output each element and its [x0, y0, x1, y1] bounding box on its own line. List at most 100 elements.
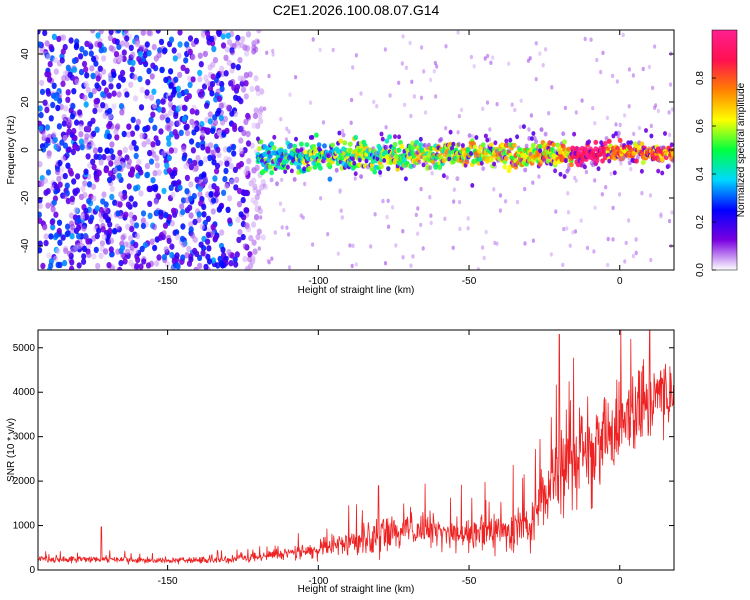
speckle-cell [591, 106, 595, 111]
noise-cell [190, 147, 196, 154]
carrier-halo-cell [669, 142, 674, 148]
speckle-cell [401, 255, 405, 260]
speckle-cell [580, 98, 584, 103]
noise-cell [124, 91, 130, 98]
carrier-cell [269, 170, 274, 176]
noise-cell [72, 66, 78, 73]
noise-cell [232, 166, 238, 173]
noise-cell [222, 115, 228, 123]
carrier-cell [606, 138, 612, 144]
noise-cell [171, 47, 177, 54]
noise-cell [101, 79, 107, 87]
noise-cell [169, 220, 175, 227]
noise-cell [147, 212, 153, 219]
colorbar: 0.0 0.2 0.4 0.6 0.8 Normalized spectral ampl… [695, 29, 747, 277]
noise-cell [211, 159, 217, 166]
noise-cell [236, 162, 242, 169]
noise-cell [117, 149, 123, 157]
noise-cell [181, 155, 187, 162]
noise-cell [55, 104, 61, 112]
noise-cell [79, 46, 85, 53]
noise-cell [93, 60, 99, 67]
speckle-cell [667, 110, 671, 115]
noise-cell [184, 123, 190, 130]
noise-cell [197, 262, 203, 270]
speckle-cell [670, 107, 674, 112]
noise-cell [136, 158, 142, 166]
noise-cell [216, 95, 223, 103]
noise-cell [233, 184, 239, 191]
carrier-halo-cell [629, 140, 633, 146]
noise-cell [62, 142, 68, 149]
noise-cell [65, 162, 71, 169]
speckle-cell [611, 205, 615, 211]
carrier-cell [566, 146, 572, 152]
noise-cell [153, 198, 159, 205]
speckle-cell [280, 225, 284, 230]
speckle-cell [435, 64, 439, 69]
speckle-cell [614, 122, 618, 127]
noise-cell [115, 200, 121, 207]
noise-cell [144, 41, 150, 48]
carrier-halo-cell [572, 131, 577, 137]
speckle-cell [282, 207, 286, 213]
carrier-halo-cell [378, 170, 383, 175]
speckle-cell [563, 105, 568, 111]
speckle-cell [266, 258, 270, 264]
noise-cell [180, 208, 186, 216]
carrier-halo-cell [515, 134, 520, 140]
noise-cell [220, 33, 226, 40]
speckle-cell [481, 245, 485, 250]
speckle-cell [631, 73, 636, 78]
noise-cell [115, 210, 121, 217]
speckle-cell [311, 242, 315, 247]
noise-cell [137, 50, 143, 58]
speckle-cell [419, 222, 423, 228]
carrier-halo-cell [467, 133, 472, 139]
speckle-cell [583, 36, 587, 42]
noise-cell [98, 47, 104, 54]
noise-cell [68, 212, 74, 219]
carrier-halo-cell [612, 170, 617, 176]
carrier-cell [303, 149, 308, 155]
noise-cell [91, 195, 97, 202]
noise-cell [106, 262, 112, 269]
noise-cell [128, 211, 134, 219]
carrier-cell [399, 143, 405, 150]
noise-cell [73, 206, 79, 214]
carrier-cell [266, 157, 272, 163]
carrier-halo-cell [292, 177, 297, 182]
noise-cell [196, 211, 202, 218]
carrier-halo-cell [635, 154, 640, 160]
speckle-cell [285, 126, 289, 131]
noise-cell [140, 30, 147, 36]
noise-cell [82, 94, 88, 102]
noise-cell [206, 245, 212, 252]
noise-cell [166, 140, 172, 147]
noise-cell [53, 68, 59, 75]
speckle-cell [353, 176, 357, 181]
noise-cell [98, 211, 104, 218]
speckle-cell [667, 218, 672, 224]
noise-cell [199, 92, 205, 100]
speckle-cell [529, 113, 534, 118]
noise-cell [142, 126, 148, 133]
speckle-cell [504, 199, 508, 204]
noise-cell [118, 191, 124, 198]
noise-cell [71, 127, 77, 135]
noise-cell [119, 244, 126, 252]
noise-cell [88, 92, 94, 99]
noise-cell [72, 189, 78, 197]
speckle-cell [303, 181, 307, 187]
noise-cell [97, 41, 103, 48]
carrier-halo-cell [493, 140, 498, 146]
speckle-cell [523, 241, 527, 246]
speckle-cell [401, 34, 405, 39]
carrier-halo-cell [272, 134, 277, 140]
noise-cell [49, 218, 55, 226]
speckle-cell [421, 246, 425, 251]
noise-cell [175, 85, 181, 93]
noise-cell [209, 80, 216, 88]
carrier-halo-cell [447, 156, 452, 162]
noise-cell [243, 118, 249, 126]
